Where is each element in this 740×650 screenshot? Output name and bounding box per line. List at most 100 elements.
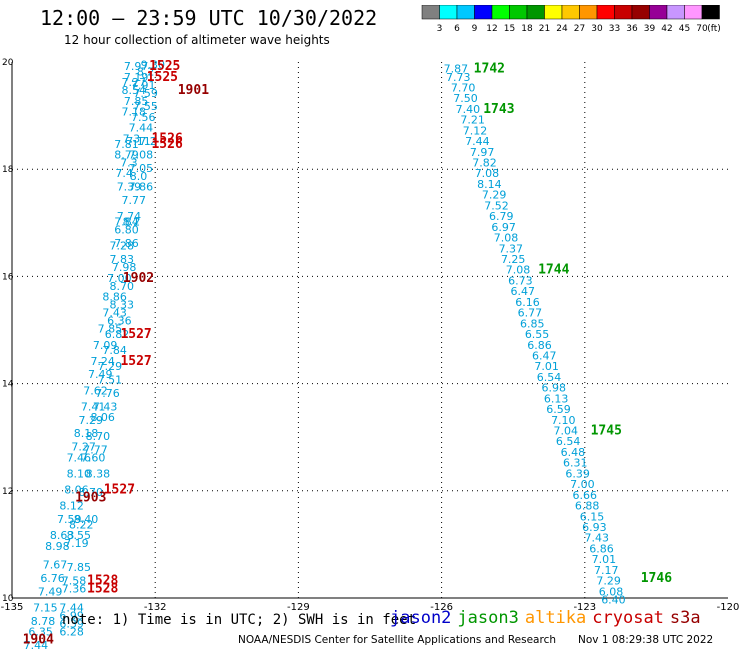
swh-value-label: 8.12 (59, 500, 84, 513)
swh-value-label: 7.19 (64, 537, 89, 550)
swh-value-label: 7.41 (81, 400, 106, 413)
swh-value-label: 7.3 (120, 157, 138, 170)
swh-value-label: 6.97 (491, 221, 516, 234)
swh-value-label: 7.28 (110, 240, 135, 253)
swh-value-label: 7.97 (470, 146, 495, 159)
swh-value-label: 7.43 (584, 532, 609, 545)
swh-value-label: 7.29 (98, 360, 123, 373)
pass-time-label: 1527 (120, 327, 151, 342)
swh-value-label: 8.38 (86, 467, 111, 480)
color-scale-label: 70 (696, 24, 708, 34)
swh-value-label: 7.2 (139, 135, 157, 148)
pass-time-label: 1528 (87, 582, 118, 597)
swh-value-label: 8.40 (74, 513, 99, 526)
swh-value-label: 7.10 (551, 414, 576, 427)
satellite-legend-jason3: jason3 (457, 608, 519, 628)
swh-value-label: 7.11 (126, 135, 151, 148)
swh-value-label: 7.44 (465, 135, 490, 148)
pass-time-label: 1902 (123, 271, 154, 286)
swh-value-label: 7.44 (129, 122, 154, 135)
swh-value-label: 6.88 (575, 500, 600, 513)
swh-value-label: 7.87 (444, 63, 469, 76)
swh-value-label: 7.86 (114, 237, 139, 250)
color-scale-label: 45 (679, 24, 690, 34)
y-tick-label: 18 (2, 165, 14, 175)
swh-value-label: 7.25 (501, 253, 526, 266)
swh-value-label: 6.08 (599, 585, 624, 598)
swh-value-label: 6.40 (601, 593, 626, 606)
pass-time-label: 1746 (641, 571, 672, 586)
swh-value-label: 7.84 (114, 215, 139, 228)
satellite-legend-s3a: s3a (669, 608, 701, 628)
swh-value-label: 6.54 (537, 371, 562, 384)
swh-value-label: 6.98 (542, 382, 567, 395)
swh-value-label: 7.40 (456, 103, 481, 116)
swh-value-label: 8.33 (110, 299, 135, 312)
swh-value-label: 8.79 (114, 148, 139, 161)
color-scale-label: 3 (437, 24, 443, 34)
swh-value-label: 6.77 (518, 307, 543, 320)
swh-value-label: 7.52 (484, 199, 509, 212)
x-tick-label: -120 (717, 602, 740, 613)
swh-value-label: 7.74 (117, 210, 142, 223)
swh-value-label: 7.01 (534, 360, 559, 373)
swh-value-label: 7.81 (114, 138, 139, 151)
pass-time-label: 1526 (151, 131, 182, 146)
swh-value-label: 6.35 (28, 626, 53, 639)
swh-value-label: 7.08 (494, 232, 519, 245)
swh-value-label: 7.43 (93, 400, 118, 413)
swh-value-label: 7.85 (98, 323, 123, 336)
swh-value-label: 7.55 (133, 100, 158, 113)
swh-value-label: 7.36 (62, 583, 87, 596)
swh-value-label: 7.67 (43, 559, 68, 572)
x-tick-label: -135 (1, 602, 24, 613)
swh-value-label: 7.29 (79, 414, 104, 427)
swh-value-label: 7.85 (124, 95, 149, 108)
footer-credit: NOAA/NESDIS Center for Satellite Applica… (238, 634, 556, 646)
swh-value-label: 8.70 (86, 430, 111, 443)
swh-value-label: 7.08 (129, 148, 154, 161)
swh-value-label: 6.66 (573, 489, 598, 502)
swh-value-label: 6.36 (107, 315, 132, 328)
color-scale-label: 24 (556, 24, 568, 34)
footer-note: note: 1) Time is in UTC; 2) SWH is in fe… (62, 612, 417, 628)
y-tick-label: 10 (2, 594, 14, 604)
pass-time-label: 1528 (87, 574, 118, 589)
y-tick-label: 16 (2, 272, 14, 282)
pass-time-label: 1903 (75, 491, 106, 506)
x-tick-label: -132 (144, 602, 167, 613)
swh-value-label: 6.15 (580, 510, 605, 523)
swh-value-label: 8.14 (477, 178, 502, 191)
swh-value-label: 7.37 (499, 242, 524, 255)
axes: -135 -132 -129 -126 -123 -120 10 12 14 16 18 20 (1, 58, 740, 613)
swh-value-label: 7.43 (102, 307, 127, 320)
satellite-legend-altika: altika (524, 608, 587, 628)
swh-value-label: 6.59 (546, 403, 571, 416)
x-tick-label: -126 (430, 602, 453, 613)
swh-value-label: 6.47 (532, 349, 557, 362)
swh-value-label: 7.83 (110, 253, 135, 266)
swh-value-label: 7.27 (121, 76, 146, 89)
color-scale-label: 15 (504, 24, 515, 34)
swh-value-label: 6.39 (565, 467, 590, 480)
swh-value-label: 8.70 (110, 280, 135, 293)
swh-value-label: 7.27 (71, 441, 96, 454)
x-tick-label: -123 (573, 602, 596, 613)
pass-time-label: 1901 (178, 83, 209, 98)
swh-value-label: 7.86 (129, 181, 154, 194)
swh-value-label: 7.76 (95, 387, 120, 400)
swh-value-label: 8.86 (102, 291, 127, 304)
time-labels: 1742174317441745174615251525190115261526… (23, 59, 673, 648)
y-tick-label: 12 (2, 487, 13, 497)
chart-subtitle: 12 hour collection of altimeter wave hei… (64, 33, 330, 47)
swh-value-label: 6.82 (105, 328, 130, 341)
swh-value-label: 7.84 (102, 344, 127, 357)
swh-value-label: 8.18 (74, 427, 99, 440)
swh-value-label: 7.21 (460, 114, 485, 127)
color-scale-label: 21 (539, 24, 550, 34)
swh-value-label: 7.49 (88, 368, 113, 381)
swh-value-label: 8.70 (79, 486, 104, 499)
swh-value-label: 6.76 (40, 572, 65, 585)
color-scale-unit: (ft) (707, 24, 721, 34)
